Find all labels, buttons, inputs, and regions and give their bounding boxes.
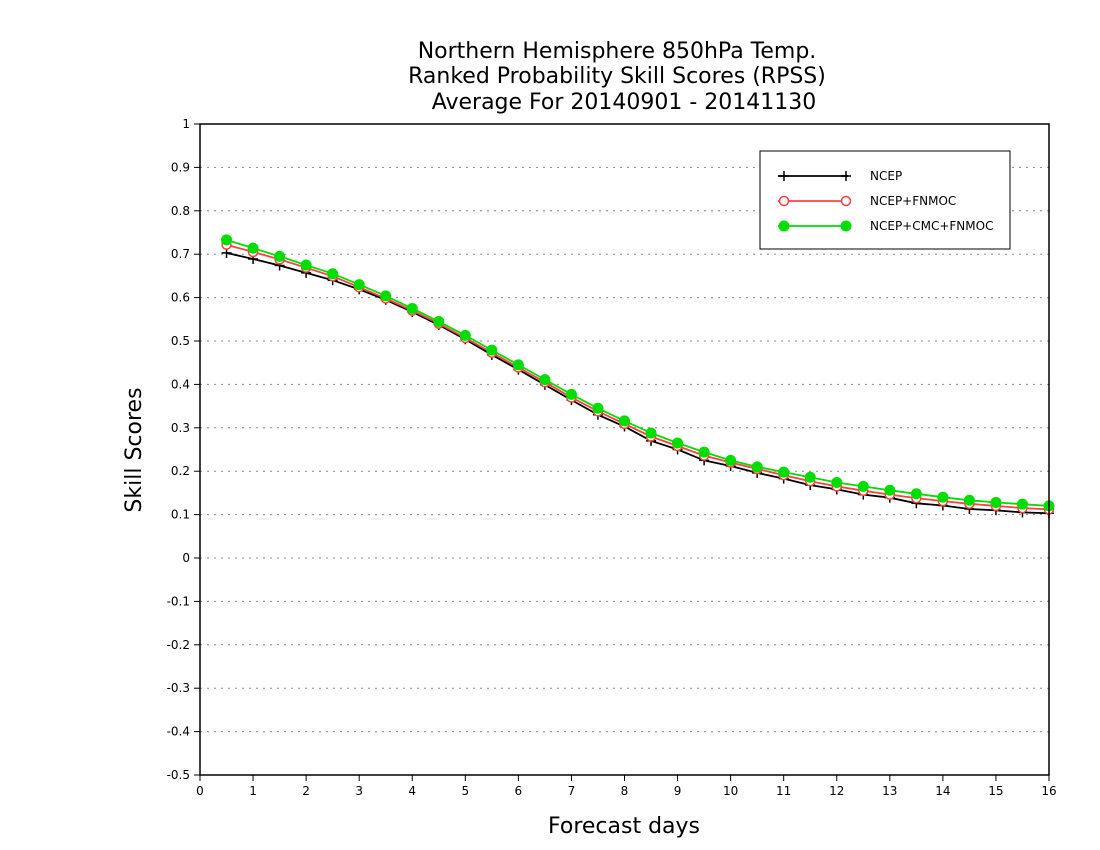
data-point-ncep-cmc-fnmoc [778, 466, 790, 478]
x-tick-label: 2 [302, 784, 310, 798]
x-tick-label: 7 [568, 784, 576, 798]
data-point-ncep-cmc-fnmoc [725, 454, 737, 466]
data-point-ncep-cmc-fnmoc [274, 250, 286, 262]
x-tick-label: 8 [621, 784, 629, 798]
data-point-ncep-cmc-fnmoc [804, 471, 816, 483]
data-point-ncep-cmc-fnmoc [672, 437, 684, 449]
y-tick-label: 0 [182, 551, 190, 565]
data-point-ncep-cmc-fnmoc [831, 476, 843, 488]
data-point-ncep-cmc-fnmoc [884, 484, 896, 496]
data-point-ncep-cmc-fnmoc [1016, 498, 1028, 510]
data-point-ncep-cmc-fnmoc [459, 329, 471, 341]
data-point-ncep-cmc-fnmoc [380, 290, 392, 302]
y-tick-label: 0.3 [171, 421, 190, 435]
x-tick-label: 1 [249, 784, 257, 798]
x-tick-label: 16 [1041, 784, 1056, 798]
series-line [226, 243, 1050, 511]
series-ncep-cmc-fnmoc [221, 234, 1055, 512]
data-point-ncep-cmc-fnmoc [353, 279, 365, 291]
legend: NCEP NCEP+FNMOC NCEP+CMC+FNMOC [759, 150, 1011, 250]
data-point-ncep-cmc-fnmoc [539, 374, 551, 386]
chart-title: Northern Hemisphere 850hPa Temp. Ranked … [408, 39, 826, 115]
y-tick-label: 0.5 [171, 334, 190, 348]
data-point-ncep-cmc-fnmoc [592, 402, 604, 414]
series-ncep [221, 247, 1054, 519]
series-line [226, 252, 1050, 515]
data-point-ncep-cmc-fnmoc [619, 415, 630, 427]
x-tick-label: 4 [408, 784, 416, 798]
data-point-ncep-cmc-fnmoc [327, 268, 339, 280]
y-tick-label: 0.1 [171, 508, 190, 522]
grid [200, 166, 1049, 733]
data-point-ncep [841, 171, 851, 181]
data-point-ncep-cmc-fnmoc [406, 302, 418, 314]
data-point-ncep-cmc-fnmoc [910, 488, 922, 500]
y-tick-label: -0.4 [167, 725, 190, 739]
series-layer [221, 234, 1055, 519]
data-point-ncep-cmc-fnmoc [963, 494, 975, 506]
x-tick-label: 6 [515, 784, 523, 798]
data-point-ncep-fnmoc [778, 195, 790, 207]
chart-title-line-1: Northern Hemisphere 850hPa Temp. [418, 39, 817, 64]
y-tick-label: 0.6 [171, 291, 190, 305]
data-point-ncep-cmc-fnmoc [751, 461, 763, 473]
y-tick-label: 0.9 [171, 160, 190, 174]
legend-label: NCEP [870, 169, 902, 183]
y-tick-label: 0.8 [171, 204, 190, 218]
series-ncep-fnmoc [221, 239, 1055, 515]
data-point-ncep-cmc-fnmoc [698, 446, 710, 458]
y-tick-label: -0.1 [167, 594, 190, 608]
x-tick-label: 12 [829, 784, 844, 798]
data-point-ncep-cmc-fnmoc [937, 491, 949, 503]
chart-title-line-3: Average For 20140901 - 20141130 [432, 90, 817, 115]
plot-frame [199, 123, 1050, 776]
y-tick-label: -0.2 [167, 638, 190, 652]
chart-title-line-2: Ranked Probability Skill Scores (RPSS) [408, 64, 826, 89]
data-point-ncep-fnmoc [840, 195, 852, 207]
x-tick-label: 13 [882, 784, 897, 798]
x-tick-label: 0 [196, 784, 204, 798]
data-point-ncep-cmc-fnmoc [857, 480, 869, 492]
x-tick-label: 9 [674, 784, 682, 798]
y-tick-label: -0.5 [167, 768, 190, 782]
data-point-ncep-cmc-fnmoc [990, 496, 1002, 508]
data-point-ncep [779, 171, 789, 181]
y-tick-label: 0.4 [171, 377, 190, 391]
data-point-ncep-cmc-fnmoc [433, 315, 445, 327]
x-tick-label: 14 [935, 784, 950, 798]
y-axis-title: Skill Scores [122, 387, 147, 512]
data-point-ncep-cmc-fnmoc [300, 259, 312, 271]
data-point-ncep-cmc-fnmoc [565, 388, 577, 400]
legend-box [759, 150, 1011, 250]
x-tick-label: 10 [723, 784, 738, 798]
legend-label: NCEP+FNMOC [870, 194, 956, 208]
axis-ticks: 1 0.9 0.8 0.7 0.6 0.5 0.4 0.3 0.2 0.1 0 -0.1 -0.2 -0.… [167, 117, 1057, 798]
y-tick-label: -0.3 [167, 681, 190, 695]
data-point-ncep-cmc-fnmoc [247, 242, 259, 254]
x-tick-label: 11 [776, 784, 791, 798]
legend-label: NCEP+CMC+FNMOC [870, 219, 993, 233]
x-tick-label: 15 [988, 784, 1003, 798]
y-tick-label: 0.7 [171, 247, 190, 261]
x-tick-label: 3 [355, 784, 363, 798]
data-point-ncep-cmc-fnmoc [840, 220, 852, 232]
x-tick-label: 5 [461, 784, 469, 798]
series-line [226, 239, 1050, 507]
data-point-ncep-cmc-fnmoc [778, 220, 790, 232]
y-tick-label: 1 [182, 117, 190, 131]
data-point-ncep-cmc-fnmoc [645, 427, 657, 439]
y-tick-label: 0.2 [171, 464, 190, 478]
data-point-ncep-cmc-fnmoc [221, 234, 233, 246]
data-point-ncep-cmc-fnmoc [486, 344, 498, 356]
data-point-ncep-cmc-fnmoc [512, 359, 524, 371]
x-axis-title: Forecast days [548, 814, 700, 839]
